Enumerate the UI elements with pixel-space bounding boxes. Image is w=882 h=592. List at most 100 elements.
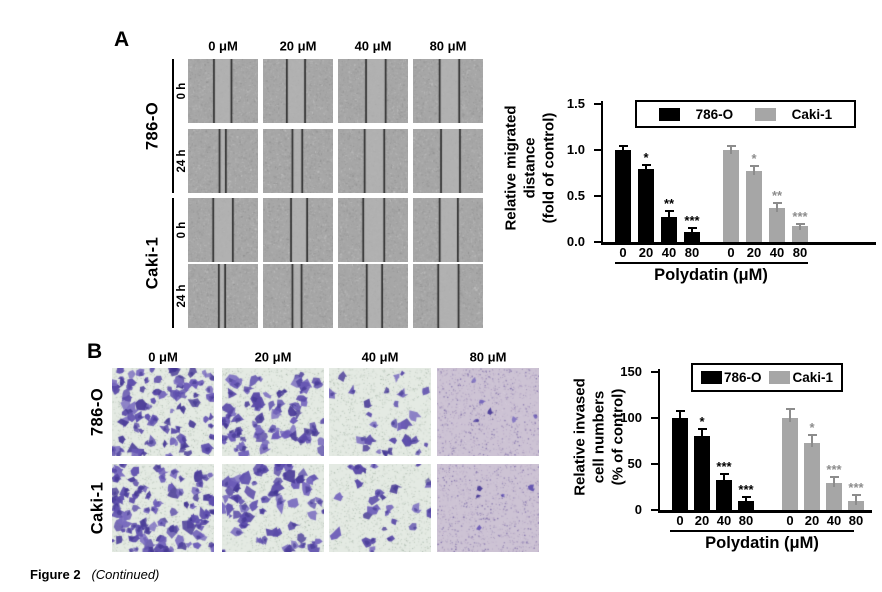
error-bar-cap xyxy=(795,222,805,225)
micrograph-transwell-786-O-40μM xyxy=(329,368,431,456)
x-tick-label: 20 xyxy=(638,245,654,260)
error-bar-cap xyxy=(719,473,729,476)
error-bar xyxy=(622,146,624,154)
error-bar-cap xyxy=(641,163,651,166)
bar-786-O-80um xyxy=(738,500,754,510)
micrograph-transwell-786-O-80μM xyxy=(437,368,539,456)
error-bar-cap xyxy=(618,145,628,148)
bar-786-O-0um xyxy=(615,150,631,242)
legend-swatch-Caki-1 xyxy=(754,107,776,121)
x-tick-label: 40 xyxy=(661,245,677,260)
bar-Caki-1-80um xyxy=(848,500,864,510)
y-tick-mark xyxy=(594,195,601,197)
bar-786-O-80um xyxy=(684,231,700,242)
error-bar-cap xyxy=(697,428,707,431)
chart-a-y-axis-line xyxy=(601,101,603,245)
micrograph-transwell-Caki-1-20μM xyxy=(222,464,324,552)
micrograph-wound-Caki-1-0h-40μM xyxy=(338,198,408,262)
error-bar xyxy=(745,497,747,505)
y-tick-label: 0.0 xyxy=(566,234,585,249)
x-group-underline xyxy=(670,530,854,532)
panel-b-label: B xyxy=(87,340,103,363)
legend-chart-a: 786-O Caki-1 xyxy=(635,100,856,128)
time-label: 0 h xyxy=(176,82,188,100)
bar-786-O-0um xyxy=(672,418,688,510)
x-tick-label: 0 xyxy=(727,245,735,260)
micrograph-wound-786-O-0h-80μM xyxy=(413,59,483,123)
error-bar-cap xyxy=(851,494,861,497)
significance-label: *** xyxy=(826,461,842,477)
micrograph-wound-786-O-24h-40μM xyxy=(338,129,408,193)
error-bar xyxy=(691,228,693,236)
x-tick-label: 20 xyxy=(746,245,762,260)
error-bar-cap xyxy=(749,164,759,167)
legend-label-786-O: 786-O xyxy=(723,370,762,385)
micrograph-wound-Caki-1-24h-40μM xyxy=(338,264,408,328)
cell-line-label-786-O: 786-O xyxy=(88,387,107,437)
y-tick-label: 0.5 xyxy=(566,188,585,203)
x-tick-label: 40 xyxy=(716,513,732,528)
legend-swatch-786-O xyxy=(700,371,722,384)
error-bar xyxy=(799,223,801,231)
bar-Caki-1-40um xyxy=(826,483,842,510)
y-tick-label: 50 xyxy=(627,456,642,471)
x-tick-label: 0 xyxy=(676,513,684,528)
y-tick-label: 100 xyxy=(620,410,642,425)
time-label: 24 h xyxy=(176,284,188,308)
error-bar-cap xyxy=(829,475,839,478)
error-bar-cap xyxy=(726,145,736,148)
significance-label: *** xyxy=(792,208,808,224)
cell-line-label-Caki-1: Caki-1 xyxy=(143,236,162,290)
significance-label: ** xyxy=(771,188,783,204)
bar-Caki-1-80um xyxy=(792,226,808,242)
x-tick-label: 0 xyxy=(619,245,627,260)
x-tick-label: 0 xyxy=(786,513,794,528)
error-bar-cap xyxy=(687,227,697,230)
cell-line-label-786-O: 786-O xyxy=(143,101,162,151)
error-bar xyxy=(723,474,725,484)
error-bar-cap xyxy=(675,409,685,412)
x-tick-label: 80 xyxy=(792,245,808,260)
legend-swatch-Caki-1 xyxy=(769,371,791,384)
significance-label: *** xyxy=(848,480,864,496)
x-axis-title: Polydatin (μM) xyxy=(654,266,768,284)
error-bar xyxy=(753,165,755,176)
y-axis-title: Relative invased cell numbers (% of contro… xyxy=(571,378,627,496)
panel-b-col-header: 0 μM xyxy=(148,349,178,365)
significance-label: *** xyxy=(716,459,732,475)
time-label: 0 h xyxy=(176,221,188,239)
legend-label-Caki-1: Caki-1 xyxy=(791,106,833,122)
legend-label-786-O: 786-O xyxy=(695,106,734,122)
panel-a-label: A xyxy=(114,28,130,51)
micrograph-wound-786-O-0h-0μM xyxy=(188,59,258,123)
y-tick-mark xyxy=(651,371,658,373)
bar-786-O-40um xyxy=(716,479,732,510)
panel-a-col-header: 80 μM xyxy=(429,38,467,54)
panel-b-col-header: 20 μM xyxy=(254,349,292,365)
x-tick-label: 40 xyxy=(769,245,785,260)
legend-swatch-786-O xyxy=(658,107,680,121)
x-tick-label: 80 xyxy=(848,513,864,528)
x-tick-label: 80 xyxy=(684,245,700,260)
panel-a-col-header: 40 μM xyxy=(354,38,392,54)
figure-caption-bold: Figure 2 xyxy=(30,567,81,582)
micrograph-transwell-786-O-20μM xyxy=(222,368,324,456)
legend-label-Caki-1: Caki-1 xyxy=(792,370,833,385)
error-bar xyxy=(789,408,791,422)
figure-caption: Figure 2 (Continued) xyxy=(30,567,159,582)
error-bar-cap xyxy=(807,434,817,437)
x-axis-title: Polydatin (μM) xyxy=(705,534,819,552)
bar-786-O-20um xyxy=(638,169,654,242)
y-tick-mark xyxy=(594,241,601,243)
significance-label: *** xyxy=(738,482,754,498)
bar-Caki-1-0um xyxy=(782,418,798,510)
micrograph-wound-786-O-24h-20μM xyxy=(263,129,333,193)
micrograph-wound-Caki-1-0h-80μM xyxy=(413,198,483,262)
y-tick-label: 0 xyxy=(634,502,642,517)
bar-Caki-1-20um xyxy=(804,442,820,510)
micrograph-wound-Caki-1-0h-0μM xyxy=(188,198,258,262)
bar-Caki-1-40um xyxy=(769,207,785,242)
y-tick-mark xyxy=(651,417,658,419)
error-bar xyxy=(855,495,857,505)
panel-b-col-header: 80 μM xyxy=(469,349,507,365)
